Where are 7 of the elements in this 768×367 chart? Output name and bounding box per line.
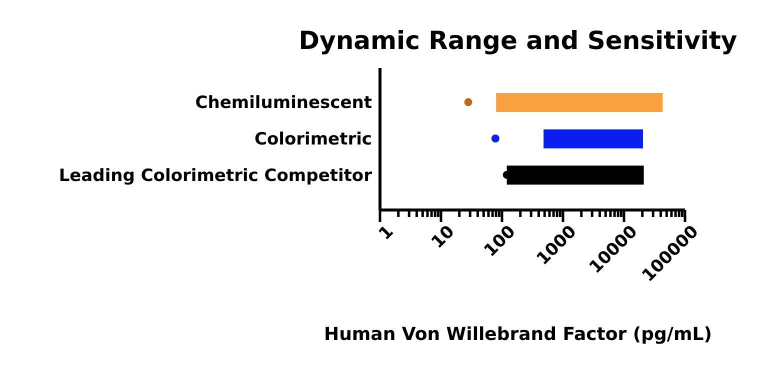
chart-title: Dynamic Range and Sensitivity [298, 26, 738, 55]
x-tick-label: 10 [428, 222, 459, 253]
y-tick-label: Chemiluminescent [195, 93, 372, 114]
y-tick-label: Leading Colorimetric Competitor [58, 166, 373, 186]
x-axis-title: Human Von Willebrand Factor (pg/mL) [323, 324, 713, 345]
x-tick-label: 1 [375, 222, 398, 244]
y-tick-label: Colorimetric [254, 130, 372, 150]
